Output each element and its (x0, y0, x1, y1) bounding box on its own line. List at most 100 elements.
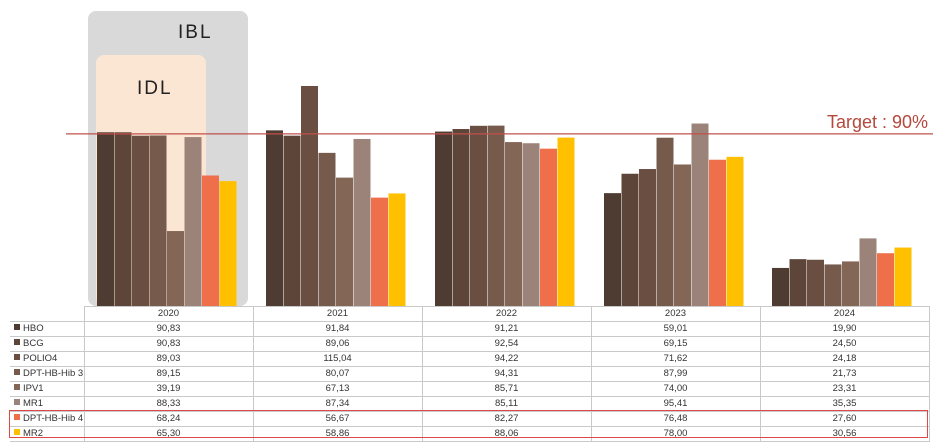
bar-hbo-2020 (97, 132, 114, 306)
table-cell: 35,35 (759, 396, 930, 412)
table-cell: 58,86 (252, 426, 423, 442)
table-cell: 24,50 (759, 336, 930, 352)
table-cell: 69,15 (590, 336, 761, 352)
legend-swatch (14, 339, 20, 346)
bar-mr2-2020 (219, 181, 237, 306)
bar-polio4-2024 (807, 259, 824, 306)
series-label: BCG (10, 336, 85, 352)
table-row: IPV1 39,19 67,13 85,71 74,00 23,31 (10, 381, 930, 397)
table-cell: 71,62 (590, 351, 761, 367)
table-cell: 91,84 (252, 321, 423, 337)
table-row: BCG 90,83 89,06 92,54 69,15 24,50 (10, 336, 930, 352)
bar-mr2-2023 (726, 156, 744, 306)
bar-group (97, 85, 912, 306)
bar-mr2-2024 (894, 247, 912, 306)
bar-bcg-2024 (789, 259, 807, 306)
bar-dpt-hb-hib-3-2023 (656, 137, 674, 306)
series-name: POLIO4 (23, 353, 58, 364)
legend-swatch (14, 324, 20, 331)
series-name: DPT-HB-Hib 3 (23, 368, 84, 379)
table-cell: 95,41 (590, 396, 761, 412)
bar-ipv1-2022 (505, 142, 522, 306)
table-cell: 82,27 (421, 411, 592, 427)
bar-mr2-2022 (557, 137, 575, 306)
table-cell: 19,90 (759, 321, 930, 337)
table-cell: 89,15 (83, 366, 254, 382)
table-cell: 92,54 (421, 336, 592, 352)
series-label: DPT-HB-Hib 4 (10, 411, 85, 427)
table-cell: 94,31 (421, 366, 592, 382)
table-cell: 89,06 (252, 336, 423, 352)
bar-polio4-2023 (639, 169, 656, 306)
bar-bcg-2023 (621, 173, 639, 306)
table-cell: 56,67 (252, 411, 423, 427)
legend-swatch (14, 399, 20, 406)
bar-mr1-2022 (522, 143, 540, 306)
bar-hbo-2021 (266, 130, 283, 306)
series-label: POLIO4 (10, 351, 85, 367)
series-label: MR2 (10, 426, 85, 442)
year-header: 2023 (590, 306, 761, 322)
table-cell: 65,30 (83, 426, 254, 442)
table-cell: 85,71 (421, 381, 592, 397)
table-cell: 87,34 (252, 396, 423, 412)
chart-canvas: IBL IDL Target : 90% (66, 11, 933, 306)
legend-swatch (14, 414, 20, 421)
bar-bcg-2021 (283, 135, 301, 306)
bar-mr1-2024 (859, 238, 877, 306)
bar-ipv1-2024 (842, 261, 859, 306)
series-label: IPV1 (10, 381, 85, 397)
table-row: DPT-HB-Hib 3 89,15 80,07 94,31 87,99 21,73 (10, 366, 930, 382)
table-row: MR2 65,30 58,86 88,06 78,00 30,56 (10, 426, 930, 442)
table-cell: 90,83 (83, 321, 254, 337)
bar-ipv1-2020 (167, 231, 184, 306)
table-cell: 67,13 (252, 381, 423, 397)
table-cell: 24,18 (759, 351, 930, 367)
table-cell: 87,99 (590, 366, 761, 382)
table-cell: 74,00 (590, 381, 761, 397)
table-row: POLIO4 89,03 115,04 94,22 71,62 24,18 (10, 351, 930, 367)
table-cell: 39,19 (83, 381, 254, 397)
table-cell: 68,24 (83, 411, 254, 427)
year-header: 2020 (83, 306, 254, 322)
table-cell: 30,56 (759, 426, 930, 442)
table-cell: 59,01 (590, 321, 761, 337)
bar-dpt-hb-hib-3-2021 (318, 152, 336, 306)
bar-mr1-2020 (184, 137, 202, 306)
bar-dpt-hb-hib-4-2023 (709, 159, 726, 306)
table-header-row: 2020 2021 2022 2023 2024 (10, 306, 930, 322)
table-cell: 78,00 (590, 426, 761, 442)
bar-polio4-2020 (132, 135, 149, 306)
series-name: DPT-HB-Hib 4 (23, 413, 84, 424)
table-cell: 88,33 (83, 396, 254, 412)
bar-dpt-hb-hib-4-2022 (540, 148, 557, 306)
series-label: DPT-HB-Hib 3 (10, 366, 85, 382)
bar-mr1-2021 (353, 138, 371, 306)
year-header: 2024 (759, 306, 930, 322)
year-header: 2022 (421, 306, 592, 322)
idl-label: IDL (137, 78, 173, 99)
series-name: IPV1 (23, 383, 44, 394)
legend-swatch (14, 384, 20, 391)
bar-ipv1-2023 (674, 164, 691, 306)
bar-bcg-2022 (452, 129, 470, 306)
bar-mr1-2023 (691, 123, 709, 306)
series-name: MR1 (23, 398, 44, 409)
table-row: MR1 88,33 87,34 85,11 95,41 35,35 (10, 396, 930, 412)
series-label: MR1 (10, 396, 85, 412)
series-name: MR2 (23, 428, 44, 439)
bar-dpt-hb-hib-4-2024 (877, 253, 894, 306)
table-cell: 80,07 (252, 366, 423, 382)
legend-swatch (14, 429, 20, 436)
legend-swatch (14, 354, 20, 361)
table-cell: 94,22 (421, 351, 592, 367)
table-cell: 21,73 (759, 366, 930, 382)
series-name: BCG (23, 338, 44, 349)
bar-mr2-2021 (388, 193, 406, 306)
series-name: HBO (23, 323, 44, 334)
table-cell: 88,06 (421, 426, 592, 442)
table-cell: 90,83 (83, 336, 254, 352)
bar-dpt-hb-hib-3-2020 (149, 135, 167, 306)
bar-bcg-2020 (114, 132, 132, 306)
table-cell: 76,48 (590, 411, 761, 427)
